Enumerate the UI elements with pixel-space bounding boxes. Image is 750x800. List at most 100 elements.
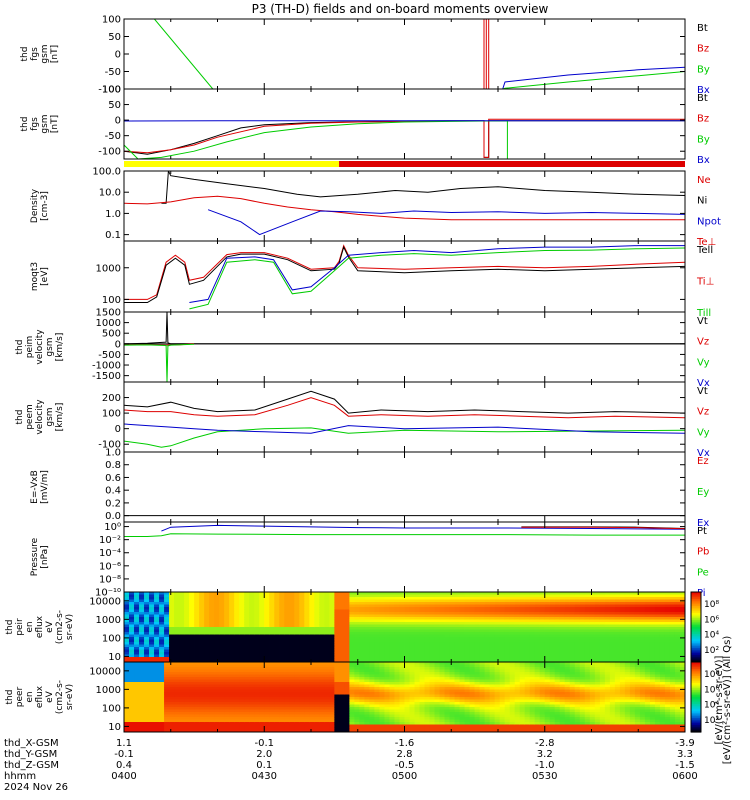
spectrogram-cell bbox=[174, 599, 180, 603]
spectrogram-cell bbox=[534, 644, 541, 648]
spectrogram-cell bbox=[544, 622, 551, 626]
spectrogram-cell bbox=[319, 602, 325, 606]
spectrogram-cell bbox=[169, 704, 175, 708]
spectrogram-cell bbox=[324, 702, 330, 706]
series-line-Ne bbox=[124, 195, 685, 221]
spectrogram-cell bbox=[254, 719, 260, 723]
spectrogram-cell bbox=[494, 629, 501, 633]
spectrogram-cell bbox=[239, 687, 245, 691]
spectrogram-cell bbox=[329, 657, 335, 661]
spectrogram-cell bbox=[384, 652, 391, 656]
spectrogram-cell bbox=[229, 709, 235, 713]
spectrogram-cell bbox=[259, 654, 265, 658]
spectrogram-cell bbox=[374, 659, 381, 662]
spectrogram-cell bbox=[134, 622, 140, 626]
spectrogram-cell bbox=[394, 622, 401, 626]
spectrogram-cell bbox=[359, 609, 366, 613]
spectrogram-cell bbox=[574, 649, 581, 653]
spectrogram-cell bbox=[634, 657, 641, 661]
spectrogram-cell bbox=[194, 637, 200, 641]
y-tick-label: 10⁻⁸ bbox=[99, 574, 121, 585]
spectrogram-cell bbox=[169, 592, 175, 596]
spectrogram-cell bbox=[214, 667, 220, 671]
spectrogram-cell bbox=[159, 727, 165, 731]
spectrogram-cell bbox=[274, 602, 280, 606]
spectrogram-cell bbox=[224, 722, 230, 726]
spectrogram-cell bbox=[144, 597, 150, 601]
spectrogram-cell bbox=[179, 724, 185, 728]
spectrogram-cell bbox=[284, 677, 290, 681]
spectrogram-cell bbox=[524, 642, 531, 646]
spectrogram-cell bbox=[214, 597, 220, 601]
spectrogram-cell bbox=[634, 619, 641, 623]
y-tick-label: 200 bbox=[102, 393, 121, 404]
spectrogram-cell bbox=[209, 624, 215, 628]
spectrogram-cell bbox=[399, 602, 406, 606]
spectrogram-cell bbox=[594, 592, 601, 596]
spectrogram-cell bbox=[469, 639, 476, 643]
spectrogram-cell bbox=[419, 599, 426, 603]
spectrogram-cell bbox=[349, 599, 356, 603]
spectrogram-cell bbox=[374, 649, 381, 653]
spectrogram-cell bbox=[204, 672, 210, 676]
spectrogram-cell bbox=[409, 647, 416, 651]
spectrogram-cell bbox=[299, 679, 305, 683]
spectrogram-cell bbox=[139, 722, 145, 726]
spectrogram-cell bbox=[594, 622, 601, 626]
spectrogram-cell bbox=[564, 614, 571, 618]
spectrogram-cell bbox=[299, 697, 305, 701]
spectrogram-cell bbox=[464, 622, 471, 626]
spectrogram-cell bbox=[144, 677, 150, 681]
spectrogram-cell bbox=[254, 602, 260, 606]
spectrogram-cell bbox=[569, 657, 576, 661]
spectrogram-cell bbox=[539, 612, 546, 616]
y-axis-label: eV bbox=[45, 620, 55, 633]
spectrogram-cell bbox=[154, 667, 160, 671]
spectrogram-cell bbox=[189, 727, 195, 731]
spectrogram-cell bbox=[424, 594, 431, 598]
spectrogram-cell bbox=[304, 617, 310, 621]
panel-frame bbox=[123, 521, 686, 593]
y-axis-label: (cm2-s- bbox=[55, 610, 65, 644]
spectrogram-cell bbox=[259, 659, 265, 662]
spectrogram-cell bbox=[344, 594, 350, 598]
spectrogram-cell bbox=[374, 612, 381, 616]
spectrogram-cell bbox=[189, 644, 195, 648]
spectrogram-cell bbox=[544, 607, 551, 611]
spectrogram-cell bbox=[214, 604, 220, 608]
spectrogram-cell bbox=[169, 727, 175, 731]
spectrogram-cell bbox=[249, 724, 255, 728]
spectrogram-cell bbox=[264, 697, 270, 701]
spectrogram-cell bbox=[124, 617, 130, 621]
spectrogram-cell bbox=[184, 702, 190, 706]
spectrogram-cell bbox=[379, 657, 386, 661]
spectrogram-cell bbox=[284, 682, 290, 686]
spectrogram-cell bbox=[249, 604, 255, 608]
spectrogram-cell bbox=[524, 654, 531, 658]
spectrogram-cell bbox=[414, 612, 421, 616]
spectrogram-cell bbox=[229, 629, 235, 633]
spectrogram-cell bbox=[344, 669, 350, 673]
spectrogram-cell bbox=[194, 699, 200, 703]
spectrogram-cell bbox=[299, 654, 305, 658]
spectrogram-cell bbox=[494, 624, 501, 628]
spectrogram-cell bbox=[264, 722, 270, 726]
spectrogram-cell bbox=[364, 609, 371, 613]
spectrogram-cell bbox=[604, 634, 611, 638]
spectrogram-cell bbox=[274, 679, 280, 683]
spectrogram-cell bbox=[159, 619, 165, 623]
spectrogram-cell bbox=[164, 604, 170, 608]
spectrogram-cell bbox=[294, 697, 300, 701]
spectrogram-cell bbox=[229, 687, 235, 691]
spectrogram-cell bbox=[579, 594, 586, 598]
spectrogram-cell bbox=[164, 612, 170, 616]
spectrogram-cell bbox=[289, 644, 295, 648]
spectrogram-cell bbox=[619, 629, 626, 633]
spectrogram-cell bbox=[219, 619, 225, 623]
spectrogram-cell bbox=[174, 624, 180, 628]
spectrogram-cell bbox=[364, 649, 371, 653]
legend-entry-Bt: Bt bbox=[697, 23, 708, 34]
spectrogram-cell bbox=[404, 642, 411, 646]
spectrogram-cell bbox=[619, 607, 626, 611]
spectrogram-cell bbox=[544, 642, 551, 646]
